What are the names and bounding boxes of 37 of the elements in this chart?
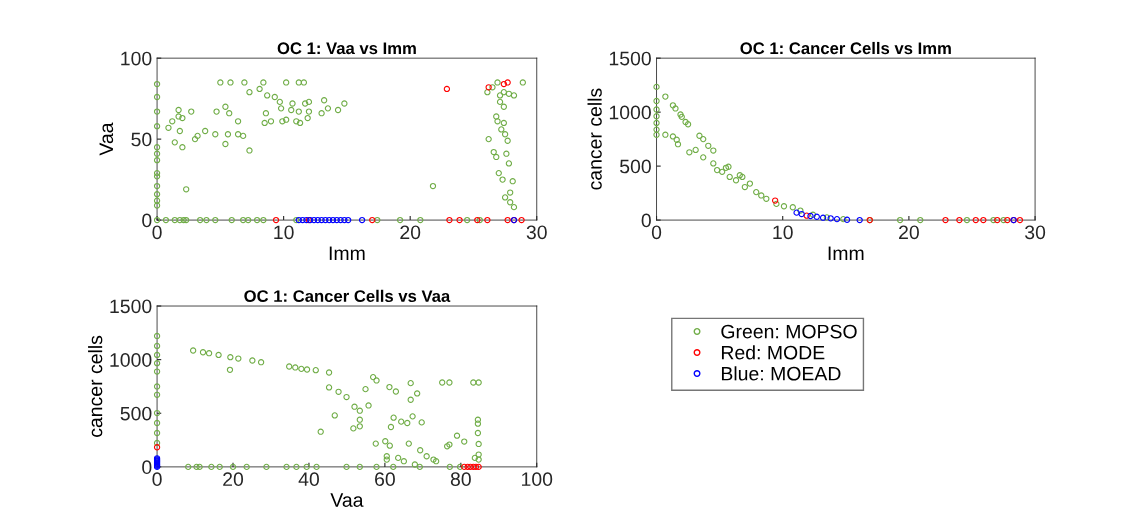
x-tick-label: 80 (450, 472, 471, 487)
y-tick-label: 0 (142, 213, 152, 228)
y-tick-label: 500 (120, 406, 152, 421)
x-axis-title: Vaa (330, 493, 364, 507)
y-tick-label: 100 (121, 51, 152, 66)
x-tick-label: 40 (298, 472, 319, 487)
x-tick-label: 20 (400, 225, 421, 240)
x-tick-label: 10 (274, 225, 294, 240)
y-tick-label: 1500 (110, 299, 152, 314)
x-tick-label: 0 (152, 225, 162, 240)
y-axis-title: Vaa (99, 122, 114, 156)
x-tick-label: 100 (522, 472, 553, 487)
y-tick-label: 1000 (609, 105, 651, 120)
x-axis-title: Imm (329, 246, 365, 260)
chart-title: OC 1: Vaa vs Imm (277, 42, 416, 55)
y-tick-label: 50 (131, 132, 152, 147)
x-tick-label: 30 (1025, 225, 1046, 240)
x-axis-title: Imm (828, 246, 864, 260)
y-axis-title: cancer cells (587, 88, 602, 190)
x-tick-label: 60 (375, 472, 395, 487)
x-tick-label: 30 (526, 225, 547, 240)
y-axis-title: cancer cells (88, 335, 103, 437)
legend-label: Green: MOPSO (721, 324, 857, 339)
chart-title: OC 1: Cancer Cells vs Vaa (244, 289, 451, 303)
legend-label: Blue: MOEAD (721, 366, 841, 381)
chart-title: OC 1: Cancer Cells vs Imm (740, 41, 951, 55)
y-tick-label: 500 (620, 159, 651, 174)
legend-label: Red: MODE (721, 345, 825, 360)
x-tick-label: 10 (773, 225, 793, 240)
x-tick-label: 0 (651, 225, 662, 240)
y-tick-label: 1000 (110, 353, 152, 367)
x-tick-label: 20 (899, 225, 919, 240)
x-tick-label: 0 (152, 472, 162, 487)
y-tick-label: 1500 (609, 51, 651, 66)
x-tick-label: 20 (223, 472, 244, 487)
y-tick-label: 0 (641, 213, 651, 228)
y-tick-label: 0 (142, 460, 152, 475)
